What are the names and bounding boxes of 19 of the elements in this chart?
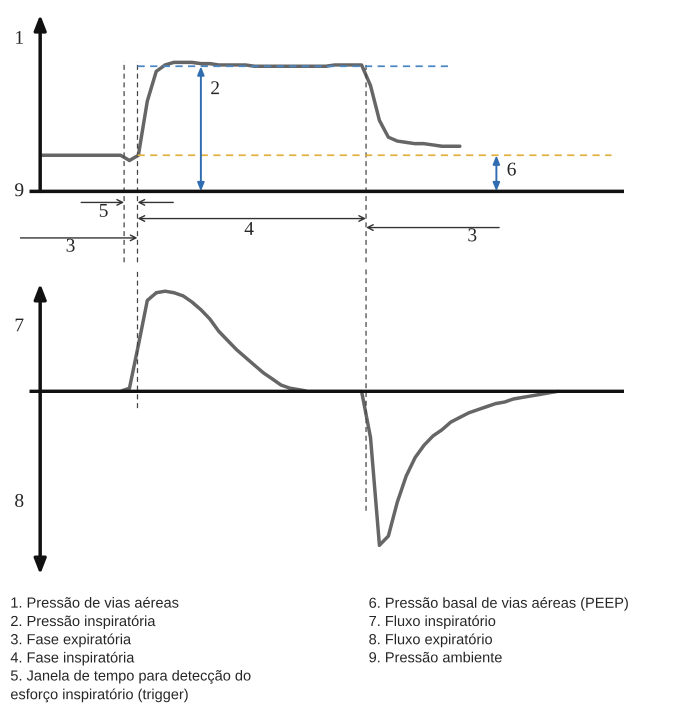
- text: 1. Pressão de vias aéreas: [11, 596, 178, 608]
- annotation: 2: [211, 81, 219, 94]
- text: 2. Pressão inspiratória: [11, 615, 156, 630]
- text: 8: [15, 494, 24, 508]
- text: 3. Fase expiratória: [10, 633, 132, 648]
- text: 9: [15, 183, 24, 196]
- text: 1: [16, 30, 23, 44]
- text: 6. Pressão basal de vias aéreas (PEEP): [369, 597, 628, 611]
- text: 5: [100, 204, 108, 217]
- text: 7. Fluxo inspiratório: [369, 615, 496, 630]
- text: 5. Janela de tempo para detecção do esforço inspiratório (trigger): [10, 670, 251, 702]
- text: 7: [16, 318, 24, 332]
- text: 9. Pressão ambiente: [369, 652, 502, 662]
- text: 4: [244, 222, 254, 235]
- annotation: 6: [508, 162, 516, 176]
- text: 3: [468, 228, 476, 242]
- text: 4. Fase inspiratória: [10, 652, 134, 666]
- text: 3: [66, 238, 75, 252]
- text: 8. Fluxo expiratório: [369, 633, 492, 648]
